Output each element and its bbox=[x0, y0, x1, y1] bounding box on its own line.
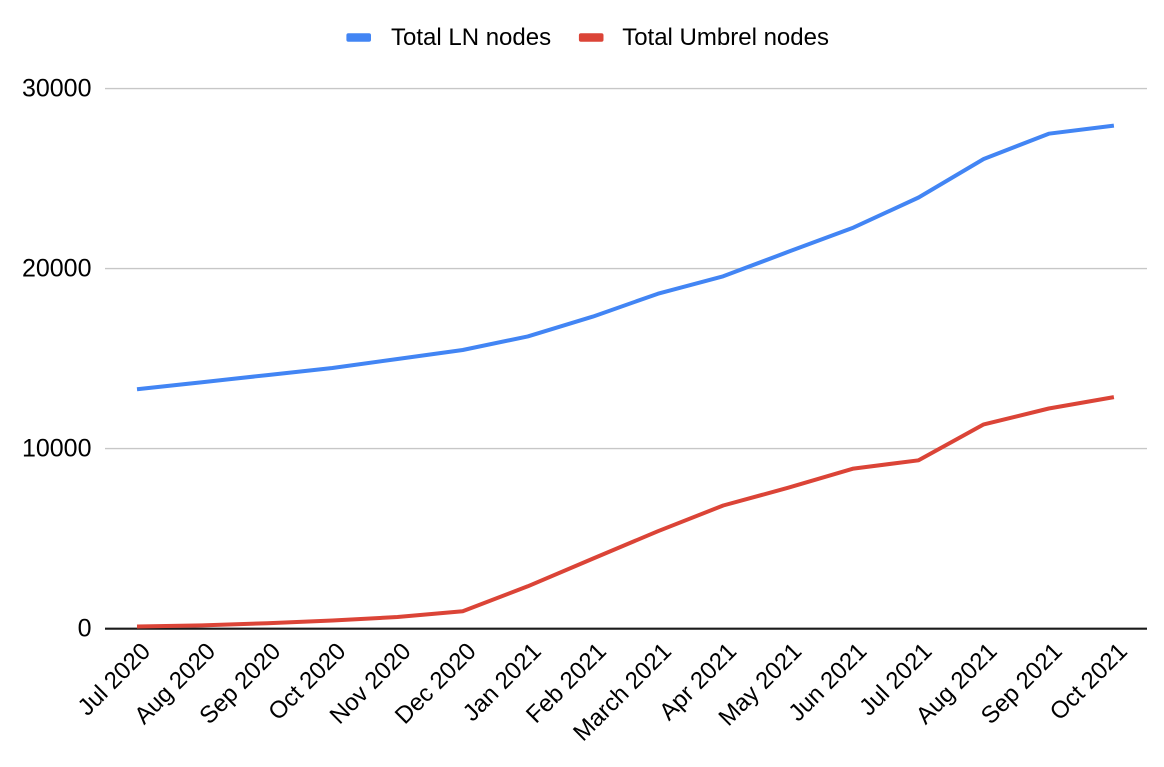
svg-text:20000: 20000 bbox=[22, 254, 92, 282]
svg-text:Total Umbrel nodes: Total Umbrel nodes bbox=[622, 24, 829, 51]
svg-text:0: 0 bbox=[78, 614, 92, 642]
svg-text:10000: 10000 bbox=[22, 434, 92, 462]
svg-text:Total LN nodes: Total LN nodes bbox=[391, 24, 551, 51]
svg-text:30000: 30000 bbox=[22, 74, 92, 102]
